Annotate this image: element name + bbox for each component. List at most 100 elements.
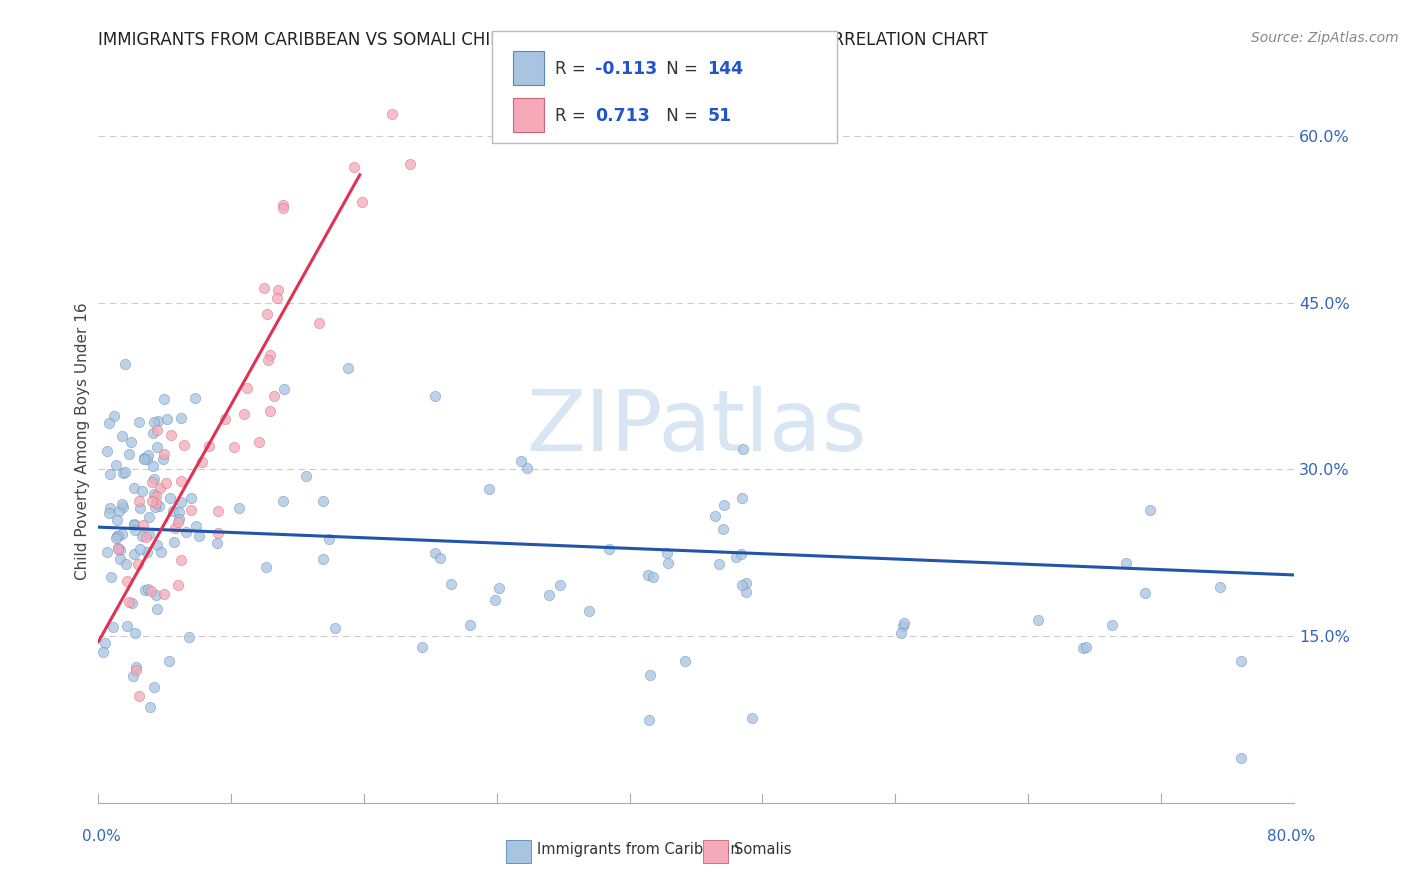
Point (228, 501, 250, 516)
Point (141, 475, 163, 489)
Text: 144: 144 (707, 60, 744, 78)
Point (129, 541, 152, 556)
Point (139, 584, 162, 599)
Point (1139, 503, 1161, 517)
Point (138, 510, 160, 524)
Point (146, 538, 169, 552)
Point (257, 353, 280, 368)
Point (155, 412, 177, 426)
Text: Immigrants from Caribbean: Immigrants from Caribbean (537, 842, 740, 856)
Point (134, 583, 156, 598)
Point (122, 547, 145, 561)
Point (128, 689, 150, 703)
Point (117, 574, 139, 588)
Point (655, 546, 678, 560)
Point (735, 575, 758, 590)
Point (271, 494, 294, 508)
Point (146, 440, 169, 454)
Text: N =: N = (661, 107, 703, 125)
Point (510, 454, 533, 468)
Point (488, 581, 510, 595)
Text: Source: ZipAtlas.com: Source: ZipAtlas.com (1251, 31, 1399, 45)
Point (142, 415, 165, 429)
Point (263, 389, 285, 403)
Point (148, 499, 170, 513)
Point (142, 426, 165, 441)
Point (214, 412, 236, 426)
Point (1101, 618, 1123, 632)
Point (207, 525, 229, 540)
Point (128, 494, 150, 508)
Point (184, 391, 207, 405)
Point (118, 595, 141, 609)
Point (1135, 586, 1157, 600)
Point (254, 560, 277, 574)
Point (148, 414, 170, 428)
Point (516, 460, 538, 475)
Point (352, 195, 374, 210)
Point (155, 475, 177, 490)
Point (184, 518, 207, 533)
Point (122, 669, 145, 683)
Point (136, 452, 159, 467)
Point (143, 500, 166, 515)
Point (125, 660, 148, 674)
Point (1230, 751, 1253, 765)
Point (318, 532, 340, 546)
Point (131, 528, 153, 542)
Point (124, 626, 146, 640)
Point (149, 545, 172, 559)
Point (115, 619, 138, 633)
Point (325, 621, 347, 635)
Text: -0.113: -0.113 (595, 60, 657, 78)
Point (891, 619, 914, 633)
Point (657, 556, 679, 570)
Text: IMMIGRANTS FROM CARIBBEAN VS SOMALI CHILD POVERTY AMONG BOYS UNDER 16 CORRELATIO: IMMIGRANTS FROM CARIBBEAN VS SOMALI CHIL… (98, 31, 988, 49)
Point (253, 281, 276, 295)
Point (98, 417, 121, 431)
Point (425, 546, 447, 560)
Point (120, 435, 142, 450)
Point (423, 388, 446, 402)
Point (893, 616, 915, 631)
Point (725, 550, 748, 565)
Text: 51: 51 (707, 107, 731, 125)
Point (122, 518, 145, 533)
Point (174, 524, 197, 539)
Point (159, 655, 181, 669)
Text: 80.0%: 80.0% (1267, 830, 1315, 844)
Point (145, 489, 167, 503)
Point (146, 423, 169, 437)
Point (233, 407, 256, 421)
Point (711, 522, 734, 536)
Point (124, 523, 146, 537)
Point (105, 513, 128, 527)
Point (129, 500, 152, 515)
Point (162, 504, 184, 518)
Y-axis label: Child Poverty Among Boys Under 16: Child Poverty Among Boys Under 16 (75, 302, 90, 581)
Point (104, 458, 127, 472)
Point (110, 543, 132, 558)
Point (1026, 613, 1049, 627)
Point (259, 404, 281, 418)
Point (138, 526, 160, 541)
Point (105, 529, 128, 543)
Point (398, 157, 420, 171)
Point (104, 531, 127, 545)
Point (207, 503, 229, 517)
Point (643, 570, 665, 584)
Point (550, 577, 572, 591)
Point (153, 392, 176, 407)
Point (890, 625, 912, 640)
Point (731, 442, 754, 457)
Point (132, 451, 155, 466)
Point (180, 491, 202, 505)
Point (1076, 640, 1098, 654)
Point (381, 106, 404, 120)
Point (198, 439, 221, 453)
Point (107, 541, 129, 556)
Point (741, 711, 763, 725)
Point (152, 452, 174, 467)
Point (411, 640, 433, 654)
Point (1230, 654, 1253, 668)
